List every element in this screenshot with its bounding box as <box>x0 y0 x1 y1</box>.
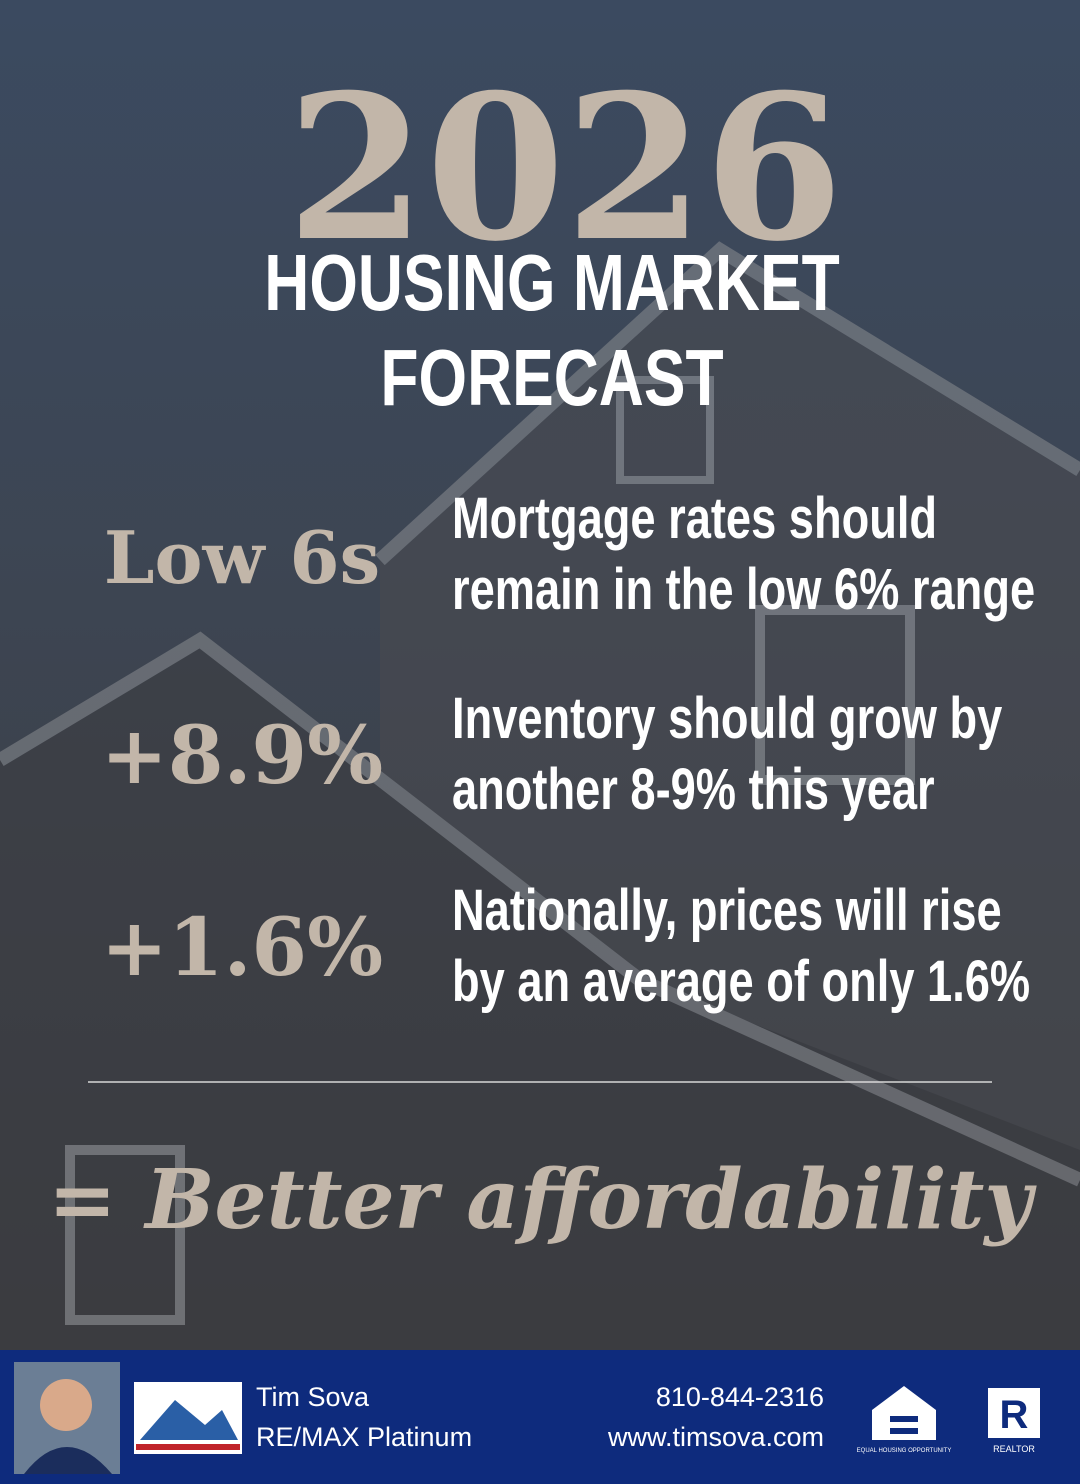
stat-description: Nationally, prices will rise <box>452 879 1002 944</box>
stat: +1.6% <box>101 900 383 994</box>
team-logo <box>134 1382 242 1454</box>
title: HOUSING MARKET <box>264 239 840 328</box>
website: www.timsova.com <box>607 1422 824 1452</box>
stat-description: another 8-9% this year <box>452 758 935 823</box>
stat-description: Mortgage rates should <box>452 487 937 552</box>
realtor-logo: R REALTOR <box>988 1388 1040 1454</box>
stat-description: by an average of only 1.6% <box>452 950 1030 1015</box>
title: FORECAST <box>380 334 723 423</box>
phone: 810-844-2316 <box>656 1382 824 1412</box>
equal-housing-logo: EQUAL HOUSING OPPORTUNITY <box>857 1386 952 1454</box>
equal-housing-text: EQUAL HOUSING OPPORTUNITY <box>857 1448 952 1454</box>
year: 2026 <box>287 51 844 286</box>
stat-description: Inventory should grow by <box>452 687 1002 752</box>
stat: +8.9% <box>101 708 383 802</box>
svg-text:R: R <box>1000 1393 1029 1437</box>
headshot <box>14 1362 120 1474</box>
stat-description: remain in the low 6% range <box>452 558 1035 623</box>
conclusion: = Better affordability <box>48 1152 1037 1248</box>
stat: Low 6s <box>104 515 380 600</box>
brokerage: RE/MAX Platinum <box>256 1422 472 1452</box>
house-backdrop <box>0 241 1080 1350</box>
agent-name: Tim Sova <box>256 1382 370 1412</box>
realtor-text: REALTOR <box>993 1444 1035 1454</box>
